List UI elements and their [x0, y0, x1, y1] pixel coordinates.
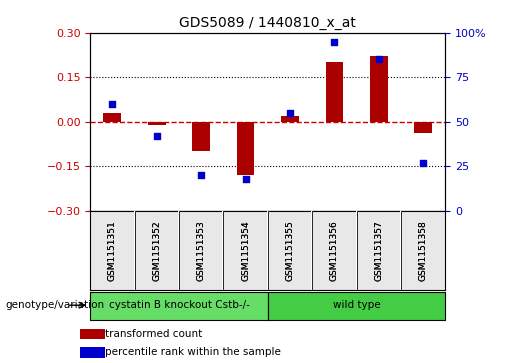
FancyBboxPatch shape: [134, 211, 179, 290]
Text: wild type: wild type: [333, 300, 381, 310]
FancyBboxPatch shape: [224, 211, 268, 290]
Text: GSM1151353: GSM1151353: [197, 220, 205, 281]
FancyBboxPatch shape: [90, 211, 134, 290]
Text: GSM1151358: GSM1151358: [419, 220, 428, 281]
Text: GSM1151354: GSM1151354: [241, 220, 250, 281]
Text: GSM1151355: GSM1151355: [285, 220, 295, 281]
Text: GSM1151352: GSM1151352: [152, 220, 161, 281]
Text: GSM1151356: GSM1151356: [330, 220, 339, 281]
Text: GSM1151351: GSM1151351: [108, 220, 117, 281]
Text: GSM1151351: GSM1151351: [108, 220, 117, 281]
Bar: [370, 56, 388, 122]
Text: cystatin B knockout Cstb-/-: cystatin B knockout Cstb-/-: [109, 300, 249, 310]
Text: GSM1151355: GSM1151355: [285, 220, 295, 281]
Text: transformed count: transformed count: [106, 329, 203, 339]
FancyBboxPatch shape: [312, 211, 356, 290]
Text: GSM1151354: GSM1151354: [241, 220, 250, 281]
Title: GDS5089 / 1440810_x_at: GDS5089 / 1440810_x_at: [179, 16, 356, 30]
Text: GSM1151353: GSM1151353: [197, 220, 205, 281]
Point: [375, 56, 383, 62]
Text: GSM1151357: GSM1151357: [374, 220, 383, 281]
FancyBboxPatch shape: [179, 211, 224, 290]
Text: GSM1151358: GSM1151358: [419, 220, 428, 281]
FancyBboxPatch shape: [90, 292, 268, 320]
FancyBboxPatch shape: [356, 211, 401, 290]
Text: GSM1151357: GSM1151357: [374, 220, 383, 281]
Text: genotype/variation: genotype/variation: [5, 300, 104, 310]
FancyBboxPatch shape: [401, 211, 445, 290]
Bar: [415, 122, 432, 134]
Bar: [281, 116, 299, 122]
Point: [152, 133, 161, 139]
Text: GSM1151356: GSM1151356: [330, 220, 339, 281]
Point: [242, 176, 250, 182]
Point: [330, 38, 338, 44]
Bar: [325, 62, 344, 122]
Bar: [80, 329, 106, 339]
Point: [286, 110, 294, 115]
Bar: [237, 122, 254, 175]
Text: percentile rank within the sample: percentile rank within the sample: [106, 347, 281, 358]
Bar: [80, 347, 106, 358]
Point: [197, 172, 205, 178]
Point: [419, 160, 427, 166]
Bar: [104, 113, 121, 122]
Bar: [148, 122, 166, 125]
Bar: [192, 122, 210, 151]
Point: [108, 101, 116, 107]
FancyBboxPatch shape: [268, 292, 445, 320]
FancyBboxPatch shape: [268, 211, 312, 290]
Text: GSM1151352: GSM1151352: [152, 220, 161, 281]
